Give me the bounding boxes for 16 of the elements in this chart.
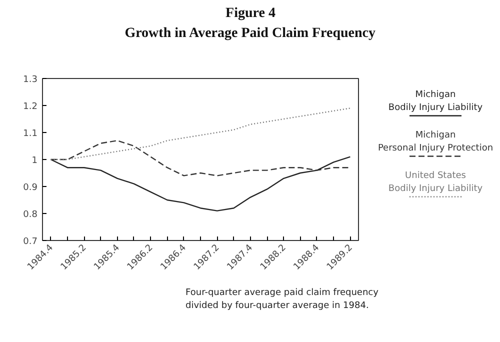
y-tick-label: 1 — [32, 156, 38, 166]
text: Michigan Bodily Injury Liability — [388, 90, 484, 113]
y-tick-label: 1.1 — [23, 129, 38, 139]
chart-title: Figure 4 — [226, 6, 276, 22]
line-series — [50, 108, 351, 160]
y-tick-label: 0.7 — [23, 237, 38, 247]
y-tick-label: 0.9 — [23, 183, 38, 193]
line-series — [50, 140, 351, 176]
y-tick-label: 1.3 — [23, 75, 38, 85]
line-series — [50, 156, 351, 212]
y-tick-label: 1.2 — [23, 102, 38, 112]
text: Four-quarter average paid claim frequency divided by four-quarter average in 1984. — [186, 288, 380, 311]
chart-subtitle: Growth in Average Paid Claim Frequency — [124, 26, 376, 41]
text: United States Bodily Injury Liability — [388, 170, 484, 194]
text: Michigan Personal Injury Protection — [378, 130, 494, 154]
y-tick-label: 0.8 — [23, 210, 38, 220]
